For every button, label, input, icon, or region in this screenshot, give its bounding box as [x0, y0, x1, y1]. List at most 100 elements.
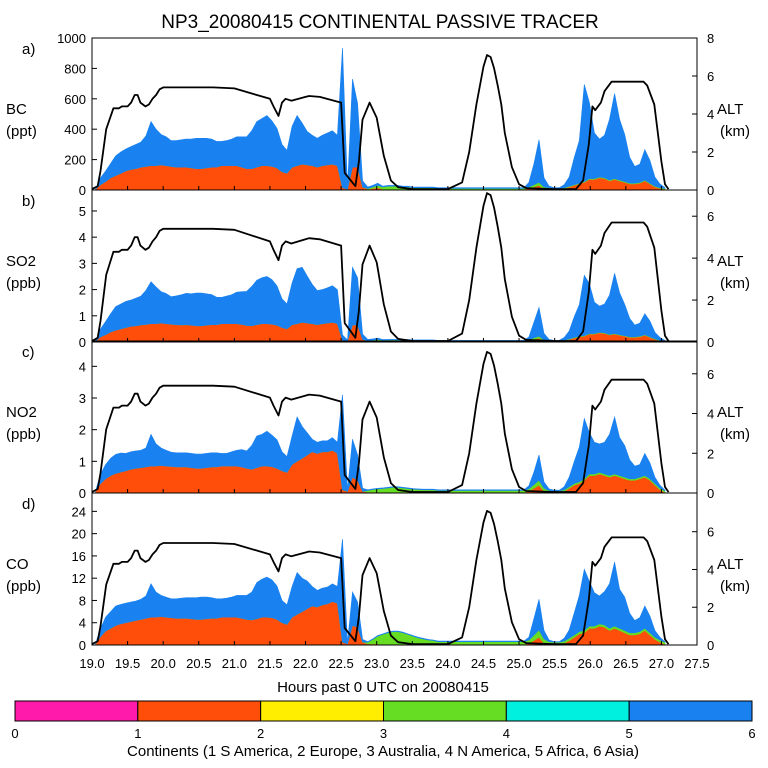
left-tick-label: 1 — [79, 454, 86, 469]
colorbar-segment — [383, 700, 507, 722]
right-tick-label: 6 — [707, 209, 714, 224]
colorbar-segment — [137, 700, 262, 722]
left-axis: 0 4 8 12 16 20 24 — [72, 504, 97, 653]
panel-letter: c) — [22, 344, 35, 361]
x-tick-label: 27.0 — [649, 656, 674, 671]
x-tick-label: 24.5 — [471, 656, 496, 671]
unit-label: (ppb) — [6, 275, 41, 292]
altitude-line — [91, 510, 670, 645]
x-tick-label: 26.5 — [613, 656, 638, 671]
series-asia-area — [95, 394, 666, 493]
colorbar: 0 1 2 3 4 5 6 — [11, 700, 756, 741]
left-axis: 0 1 2 3 4 — [79, 359, 97, 501]
left-axis: 0 200 400 600 800 1000 — [57, 31, 97, 198]
species-label: BC — [6, 101, 27, 118]
panel-bc: 0 200 400 600 800 1000 0 2 4 6 8 a) BC (ppt) ALT (km) — [6, 31, 750, 198]
right-tick-label: 2 — [707, 145, 714, 160]
right-tick-label: 2 — [707, 446, 714, 461]
alt-unit-label: (km) — [720, 578, 750, 595]
alt-label: ALT — [717, 101, 743, 118]
left-tick-label: 4 — [79, 359, 86, 374]
x-tick-label: 23.5 — [400, 656, 425, 671]
colorbar-tick-label: 4 — [503, 726, 510, 741]
series-asia-area — [95, 539, 666, 645]
left-tick-label: 0 — [79, 183, 86, 198]
species-label: SO2 — [6, 253, 36, 270]
altitude-line — [91, 54, 670, 190]
x-tick-label: 25.5 — [542, 656, 567, 671]
colorbar-tick-label: 2 — [257, 726, 264, 741]
left-tick-label: 800 — [64, 61, 86, 76]
colorbar-title: Continents (1 S America, 2 Europe, 3 Aus… — [127, 743, 639, 760]
left-tick-label: 0 — [79, 335, 86, 350]
x-tick-label: 19.5 — [115, 656, 140, 671]
left-tick-label: 1 — [79, 309, 86, 324]
panel-letter: b) — [22, 193, 35, 210]
panel-letter: d) — [22, 496, 35, 513]
colorbar-tick-label: 6 — [748, 726, 755, 741]
right-tick-label: 8 — [707, 31, 714, 46]
left-tick-label: 3 — [79, 256, 86, 271]
right-tick-label: 0 — [707, 486, 714, 501]
left-tick-label: 5 — [79, 204, 86, 219]
right-tick-label: 0 — [707, 638, 714, 653]
x-tick-label: 20.5 — [186, 656, 211, 671]
left-tick-label: 600 — [64, 92, 86, 107]
alt-unit-label: (km) — [720, 275, 750, 292]
species-label: CO — [6, 556, 29, 573]
left-tick-label: 12 — [72, 571, 86, 586]
left-tick-label: 16 — [72, 549, 86, 564]
x-tick-label: 22.0 — [293, 656, 318, 671]
right-axis: 0 2 4 6 — [692, 209, 714, 350]
colorbar-tick-label: 5 — [626, 726, 633, 741]
left-tick-label: 4 — [79, 230, 86, 245]
unit-label: (ppb) — [6, 578, 41, 595]
x-axis-label: Hours past 0 UTC on 20080415 — [277, 679, 489, 696]
left-tick-label: 0 — [79, 486, 86, 501]
right-tick-label: 6 — [707, 525, 714, 540]
x-tick-label: 27.5 — [684, 656, 709, 671]
x-tick-label: 21.5 — [257, 656, 282, 671]
left-tick-label: 8 — [79, 593, 86, 608]
colorbar-tick-label: 0 — [11, 726, 18, 741]
left-tick-label: 2 — [79, 423, 86, 438]
left-tick-label: 3 — [79, 391, 86, 406]
colorbar-tick-label: 1 — [134, 726, 141, 741]
x-tick-label: 23.0 — [364, 656, 389, 671]
left-axis: 0 1 2 3 4 5 — [79, 204, 97, 350]
panel-frame — [91, 189, 698, 343]
colorbar-tick-label: 3 — [380, 726, 387, 741]
right-axis: 0 2 4 6 — [692, 525, 714, 653]
panel-so2: 0 1 2 3 4 5 0 2 4 6 b) SO2 (ppb) ALT (km) — [6, 189, 750, 350]
right-axis: 0 2 4 6 8 — [692, 31, 714, 198]
x-tick-label: 25.0 — [506, 656, 531, 671]
panel-no2: 0 1 2 3 4 0 2 4 6 c) NO2 (ppb) ALT (km) — [6, 340, 750, 501]
left-tick-label: 400 — [64, 122, 86, 137]
right-tick-label: 6 — [707, 69, 714, 84]
colorbar-segment — [505, 700, 630, 722]
left-tick-label: 24 — [72, 504, 86, 519]
alt-label: ALT — [717, 253, 743, 270]
colorbar-segment — [628, 700, 753, 722]
right-tick-label: 4 — [707, 251, 714, 266]
series-asia-area — [95, 266, 666, 342]
left-tick-label: 0 — [79, 638, 86, 653]
right-tick-label: 0 — [707, 183, 714, 198]
right-tick-label: 4 — [707, 107, 714, 122]
left-tick-label: 200 — [64, 153, 86, 168]
x-tick-label: 21.0 — [222, 656, 247, 671]
alt-unit-label: (km) — [720, 426, 750, 443]
colorbar-segment — [14, 700, 139, 722]
right-tick-label: 0 — [707, 335, 714, 350]
x-tick-label: 20.0 — [151, 656, 176, 671]
right-tick-label: 4 — [707, 407, 714, 422]
left-tick-label: 20 — [72, 527, 86, 542]
x-tick-label: 24.0 — [435, 656, 460, 671]
x-tick-label: 19.0 — [79, 656, 104, 671]
left-tick-label: 1000 — [57, 31, 86, 46]
altitude-line — [91, 192, 670, 342]
colorbar-segment — [260, 700, 384, 722]
altitude-line — [91, 351, 670, 493]
